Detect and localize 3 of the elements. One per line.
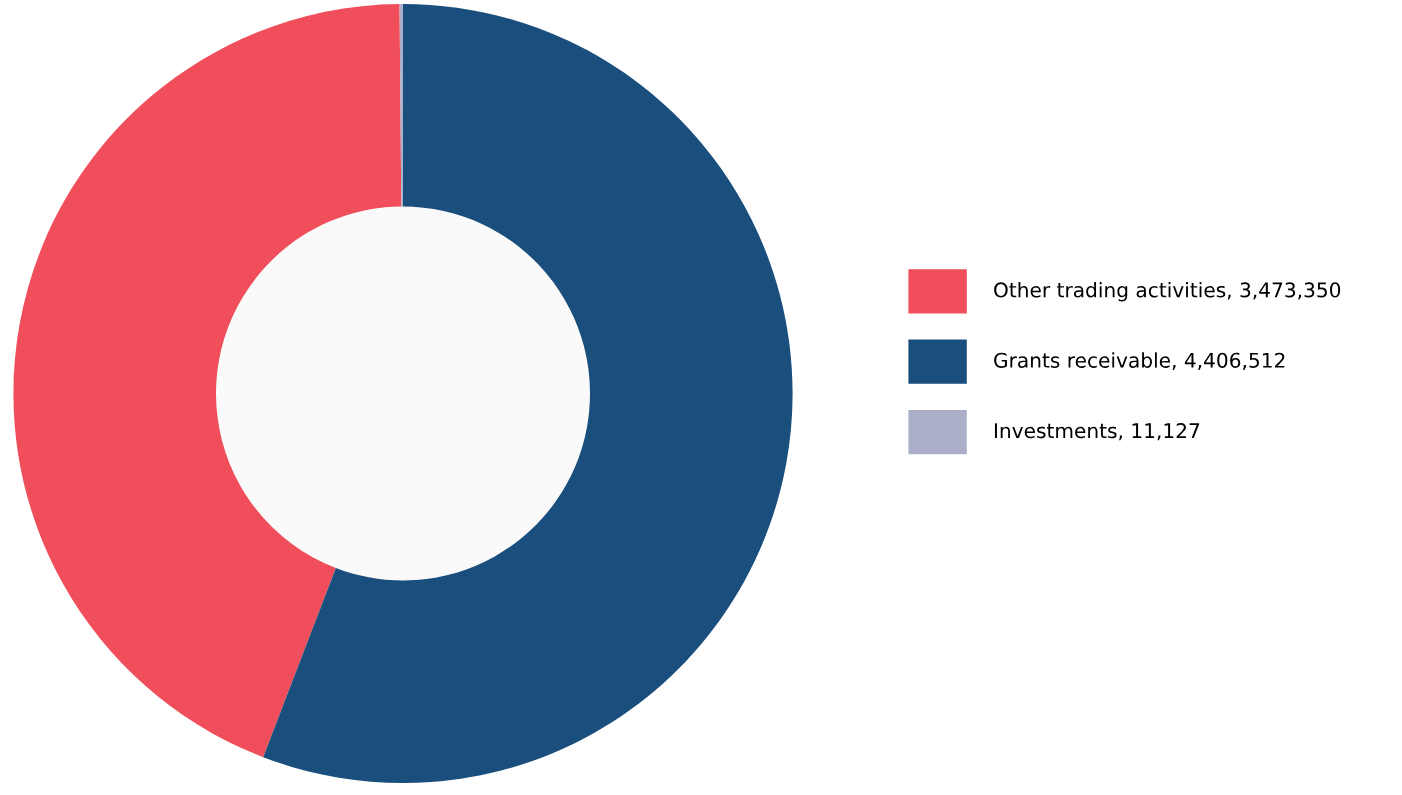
legend-label: Grants receivable, 4,406,512 <box>994 352 1285 370</box>
legend-label: Investments, 11,127 <box>994 423 1200 441</box>
legend-label: Other trading activities, 3,473,350 <box>994 281 1341 302</box>
